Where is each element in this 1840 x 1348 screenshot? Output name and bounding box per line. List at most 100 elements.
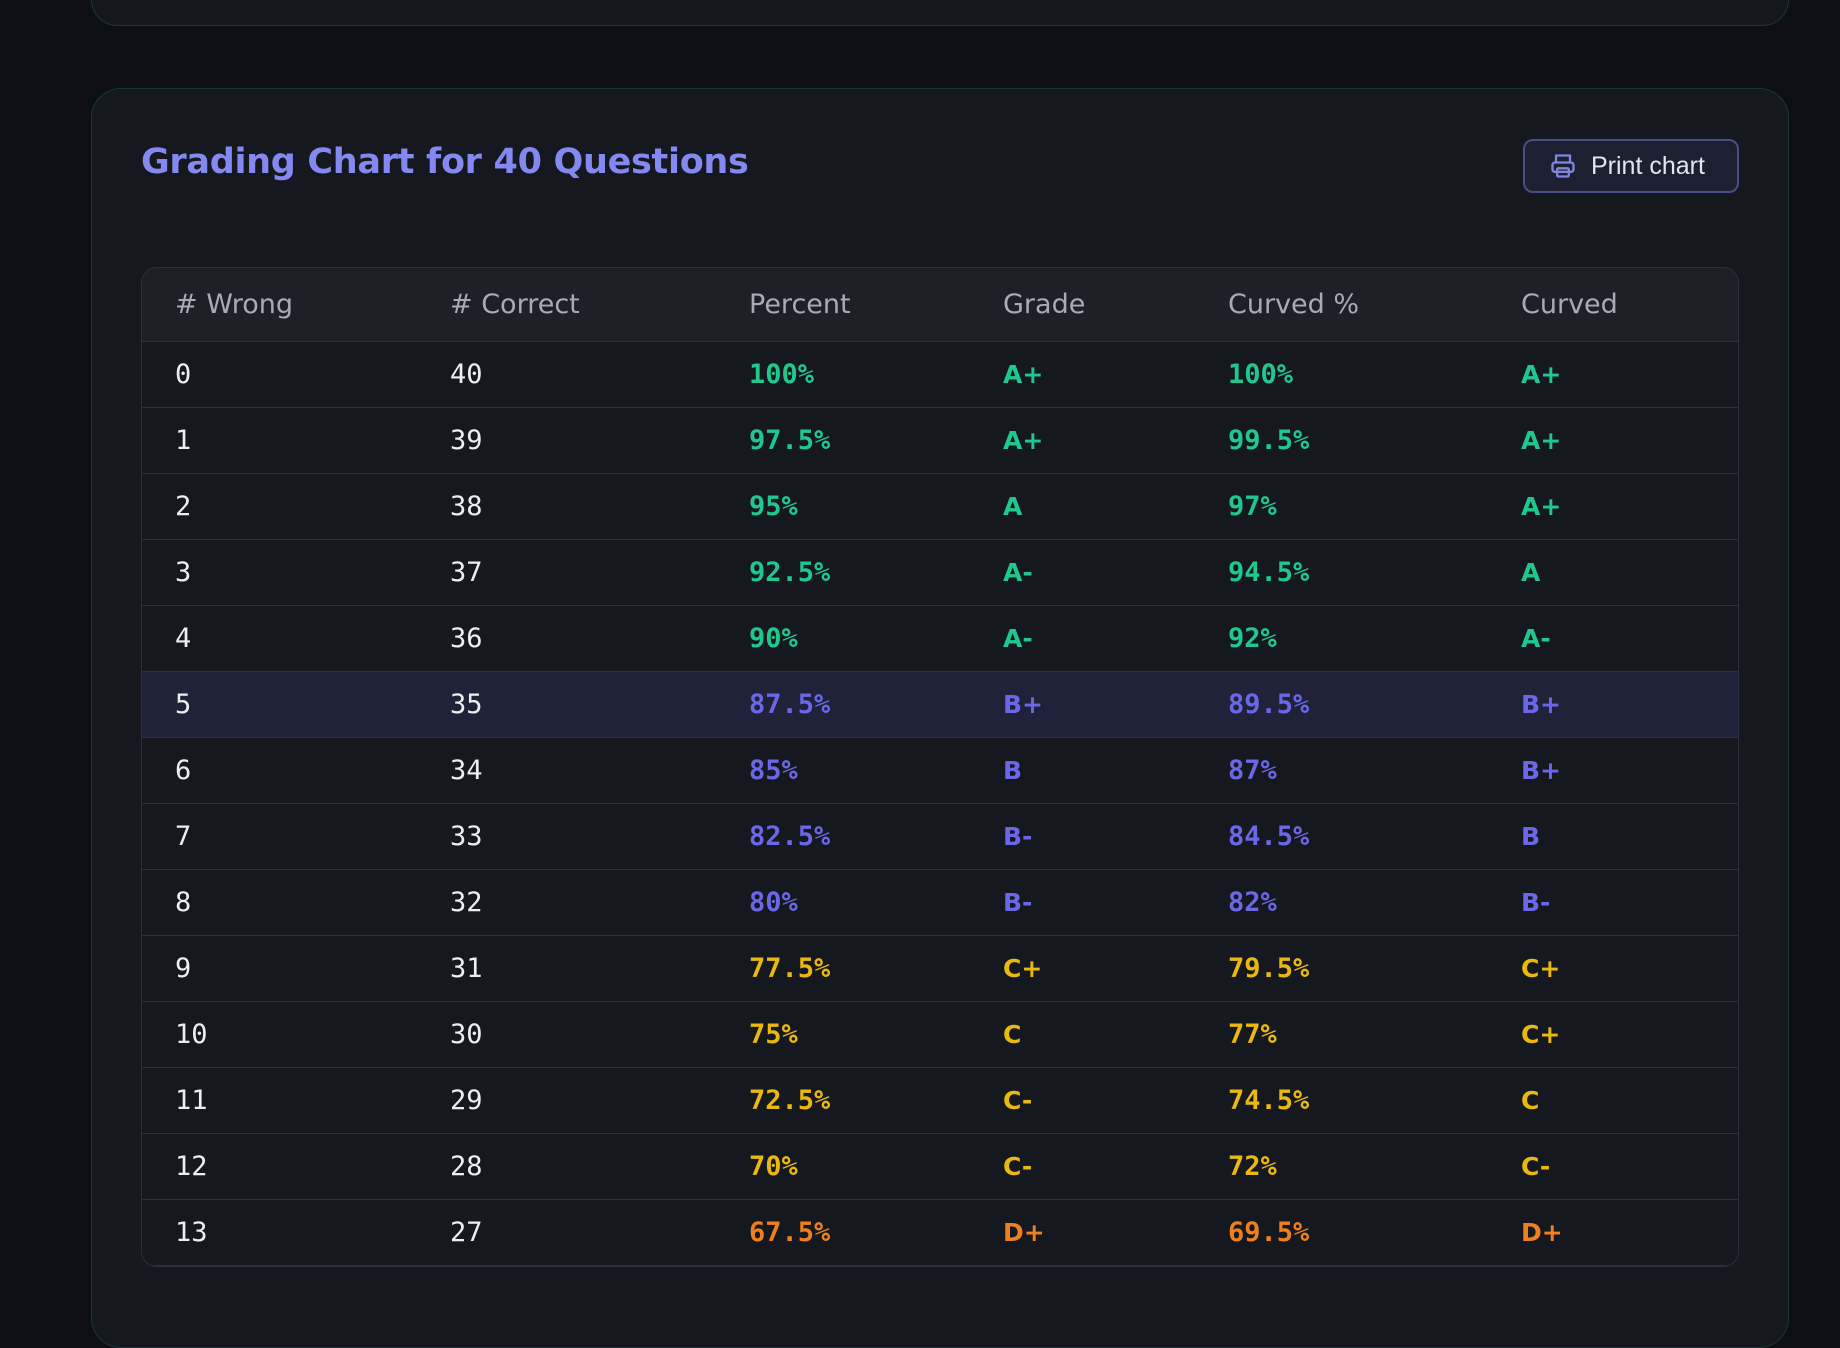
- header-curved-grade: Curved: [1521, 268, 1738, 342]
- cell-percent: 72.5%: [749, 1067, 1003, 1134]
- table-row: 10 30 75% C 77% C+: [142, 1001, 1738, 1068]
- cell-correct: 34: [450, 737, 749, 804]
- cell-wrong: 8: [175, 869, 450, 936]
- cell-wrong: 6: [175, 737, 450, 804]
- cell-grade: A+: [1003, 341, 1228, 408]
- table-row: 12 28 70% C- 72% C-: [142, 1133, 1738, 1200]
- cell-grade: C-: [1003, 1133, 1228, 1200]
- cell-grade: B-: [1003, 803, 1228, 870]
- cell-percent: 97.5%: [749, 407, 1003, 474]
- cell-percent: 85%: [749, 737, 1003, 804]
- cell-grade: B: [1003, 737, 1228, 804]
- cell-wrong: 5: [175, 671, 450, 738]
- cell-correct: 32: [450, 869, 749, 936]
- cell-curved-grade: B+: [1521, 737, 1738, 804]
- cell-percent: 82.5%: [749, 803, 1003, 870]
- cell-percent: 95%: [749, 473, 1003, 540]
- cell-curved-percent: 92%: [1228, 605, 1521, 672]
- cell-percent: 92.5%: [749, 539, 1003, 606]
- cell-correct: 31: [450, 935, 749, 1002]
- cell-wrong: 4: [175, 605, 450, 672]
- cell-curved-grade: B-: [1521, 869, 1738, 936]
- cell-percent: 67.5%: [749, 1199, 1003, 1266]
- cell-wrong: 12: [175, 1133, 450, 1200]
- printer-icon: [1549, 152, 1577, 180]
- cell-curved-percent: 77%: [1228, 1001, 1521, 1068]
- cell-correct: 37: [450, 539, 749, 606]
- cell-percent: 87.5%: [749, 671, 1003, 738]
- table-row: 1 39 97.5% A+ 99.5% A+: [142, 407, 1738, 474]
- grading-chart-card: Grading Chart for 40 Questions Print cha…: [91, 88, 1789, 1348]
- cell-percent: 90%: [749, 605, 1003, 672]
- cell-curved-grade: A: [1521, 539, 1738, 606]
- cell-curved-percent: 89.5%: [1228, 671, 1521, 738]
- cell-percent: 70%: [749, 1133, 1003, 1200]
- table-row: 6 34 85% B 87% B+: [142, 737, 1738, 804]
- cell-grade: A-: [1003, 605, 1228, 672]
- header-curved-percent: Curved %: [1228, 268, 1521, 342]
- cell-curved-percent: 82%: [1228, 869, 1521, 936]
- cell-curved-grade: C-: [1521, 1133, 1738, 1200]
- cell-correct: 28: [450, 1133, 749, 1200]
- cell-grade: B-: [1003, 869, 1228, 936]
- cell-correct: 33: [450, 803, 749, 870]
- cell-wrong: 10: [175, 1001, 450, 1068]
- cell-curved-percent: 74.5%: [1228, 1067, 1521, 1134]
- header-percent: Percent: [749, 268, 1003, 342]
- cell-correct: 27: [450, 1199, 749, 1266]
- cell-wrong: 7: [175, 803, 450, 870]
- cell-wrong: 3: [175, 539, 450, 606]
- cell-percent: 75%: [749, 1001, 1003, 1068]
- cell-percent: 77.5%: [749, 935, 1003, 1002]
- cell-correct: 36: [450, 605, 749, 672]
- cell-wrong: 11: [175, 1067, 450, 1134]
- table-row: 2 38 95% A 97% A+: [142, 473, 1738, 540]
- cell-curved-grade: D+: [1521, 1199, 1738, 1266]
- cell-correct: 38: [450, 473, 749, 540]
- table-row: 13 27 67.5% D+ 69.5% D+: [142, 1199, 1738, 1266]
- cell-grade: C: [1003, 1001, 1228, 1068]
- cell-correct: 40: [450, 341, 749, 408]
- cell-grade: C+: [1003, 935, 1228, 1002]
- table-row: 8 32 80% B- 82% B-: [142, 869, 1738, 936]
- print-chart-label: Print chart: [1591, 151, 1705, 180]
- cell-percent: 80%: [749, 869, 1003, 936]
- cell-curved-percent: 99.5%: [1228, 407, 1521, 474]
- cell-curved-grade: B+: [1521, 671, 1738, 738]
- print-chart-button[interactable]: Print chart: [1523, 139, 1739, 193]
- cell-curved-grade: A-: [1521, 605, 1738, 672]
- cell-grade: A: [1003, 473, 1228, 540]
- table-row: 9 31 77.5% C+ 79.5% C+: [142, 935, 1738, 1002]
- cell-curved-percent: 69.5%: [1228, 1199, 1521, 1266]
- header-wrong: # Wrong: [175, 268, 450, 342]
- cell-wrong: 0: [175, 341, 450, 408]
- cell-correct: 29: [450, 1067, 749, 1134]
- cell-curved-grade: A+: [1521, 473, 1738, 540]
- header-correct: # Correct: [450, 268, 749, 342]
- grading-table: # Wrong # Correct Percent Grade Curved %…: [141, 267, 1739, 1267]
- cell-curved-percent: 100%: [1228, 341, 1521, 408]
- cell-grade: D+: [1003, 1199, 1228, 1266]
- cell-correct: 39: [450, 407, 749, 474]
- cell-grade: A-: [1003, 539, 1228, 606]
- page-title: Grading Chart for 40 Questions: [141, 142, 749, 182]
- cell-curved-grade: C: [1521, 1067, 1738, 1134]
- cell-curved-grade: A+: [1521, 341, 1738, 408]
- cell-grade: A+: [1003, 407, 1228, 474]
- cell-correct: 30: [450, 1001, 749, 1068]
- table-row: 4 36 90% A- 92% A-: [142, 605, 1738, 672]
- cell-percent: 100%: [749, 341, 1003, 408]
- previous-card: [91, 0, 1789, 26]
- table-row: 5 35 87.5% B+ 89.5% B+: [142, 671, 1738, 738]
- cell-curved-percent: 94.5%: [1228, 539, 1521, 606]
- cell-wrong: 1: [175, 407, 450, 474]
- table-row: 3 37 92.5% A- 94.5% A: [142, 539, 1738, 606]
- cell-curved-percent: 84.5%: [1228, 803, 1521, 870]
- cell-curved-grade: B: [1521, 803, 1738, 870]
- table-row: 7 33 82.5% B- 84.5% B: [142, 803, 1738, 870]
- cell-grade: C-: [1003, 1067, 1228, 1134]
- cell-wrong: 9: [175, 935, 450, 1002]
- cell-curved-grade: A+: [1521, 407, 1738, 474]
- table-row: 11 29 72.5% C- 74.5% C: [142, 1067, 1738, 1134]
- cell-curved-grade: C+: [1521, 1001, 1738, 1068]
